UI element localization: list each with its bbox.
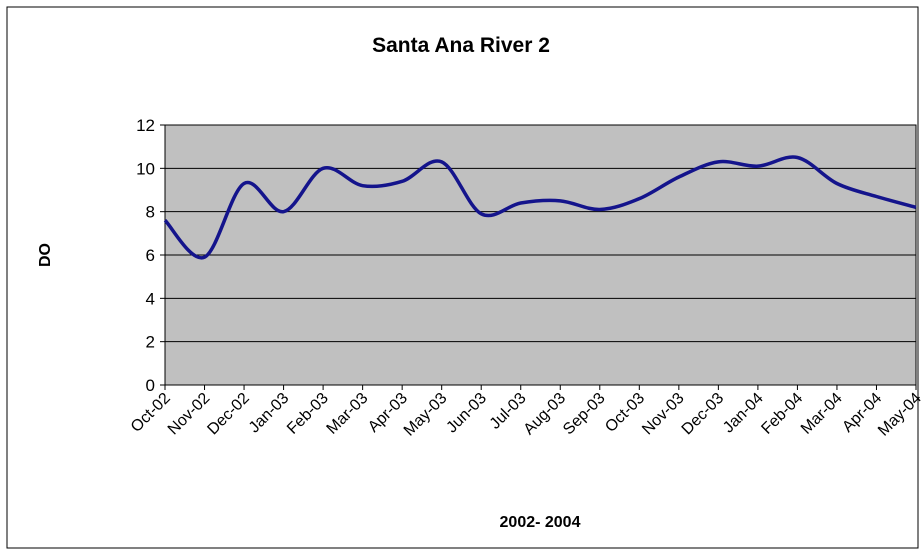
chart-title: Santa Ana River 2	[372, 34, 550, 57]
y-tick-label: 12	[136, 116, 155, 135]
y-tick-label: 10	[136, 159, 155, 178]
data-line	[163, 155, 917, 260]
y-tick-label: 2	[146, 333, 155, 352]
y-tick-label: 8	[146, 203, 155, 222]
y-axis-label: DO	[37, 243, 54, 267]
x-axis-label: 2002- 2004	[500, 514, 581, 531]
y-tick-label: 4	[146, 289, 155, 308]
plot-border	[164, 124, 917, 386]
y-tick-label: 6	[146, 246, 155, 265]
y-tick-label: 0	[146, 376, 155, 395]
